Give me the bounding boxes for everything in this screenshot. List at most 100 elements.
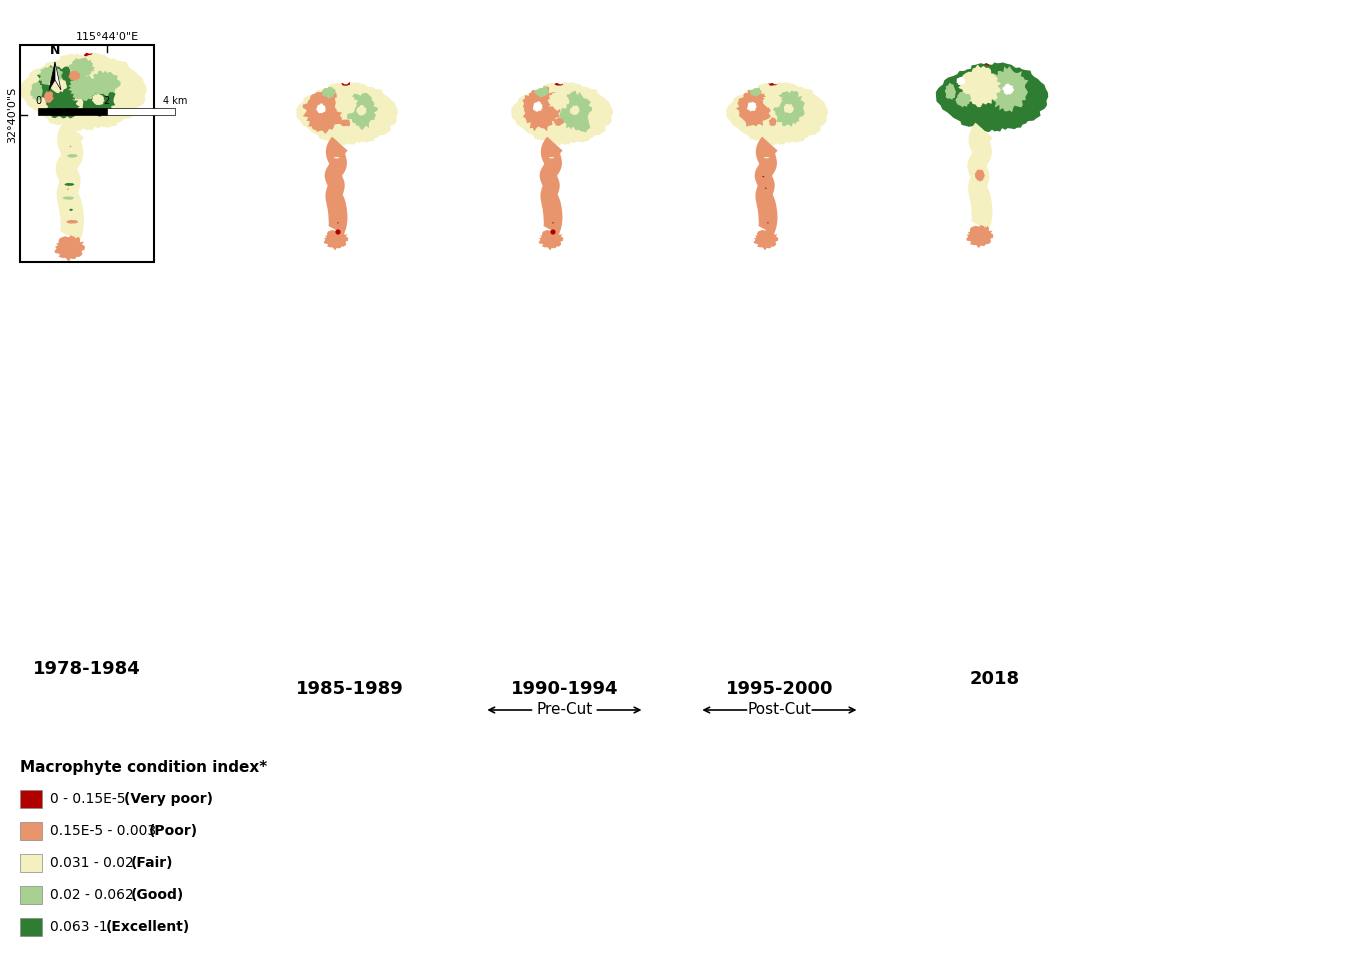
Polygon shape [975,80,985,91]
Bar [21,918,42,936]
Polygon shape [523,86,561,132]
Polygon shape [70,146,71,147]
Polygon shape [68,57,94,78]
Text: (Good): (Good) [130,888,183,902]
Polygon shape [750,86,762,97]
Polygon shape [763,157,770,159]
Text: (Poor): (Poor) [149,824,198,837]
Text: 0.15E-5 - 0.003: 0.15E-5 - 0.003 [51,824,160,837]
Polygon shape [341,80,350,86]
Polygon shape [956,77,966,85]
Polygon shape [955,92,971,107]
Text: Pre-Cut: Pre-Cut [536,703,592,717]
Polygon shape [974,169,985,181]
Polygon shape [769,80,778,85]
Polygon shape [71,217,73,218]
Polygon shape [67,189,68,190]
Bar [21,45,153,261]
Bar [21,886,42,903]
Polygon shape [47,94,79,118]
Polygon shape [945,83,956,100]
Polygon shape [936,63,1048,132]
Text: 0: 0 [36,96,41,106]
Text: Macrophyte condition index*: Macrophyte condition index* [21,760,267,775]
Circle shape [551,230,555,234]
Polygon shape [539,229,564,251]
Polygon shape [64,169,68,171]
Polygon shape [64,183,74,186]
Text: 0.031 - 0.02: 0.031 - 0.02 [51,856,138,870]
Polygon shape [324,136,347,234]
Bar [21,854,42,871]
Polygon shape [297,82,398,145]
Text: 115°44'0"E: 115°44'0"E [75,32,138,42]
Bar [21,822,42,839]
Text: 1995-2000: 1995-2000 [725,680,833,698]
Polygon shape [92,94,105,106]
Polygon shape [754,229,778,251]
Text: 4 km: 4 km [163,96,187,106]
Text: 1985-1989: 1985-1989 [295,680,404,698]
Polygon shape [554,117,564,126]
Polygon shape [534,102,543,111]
Polygon shape [357,105,367,115]
Polygon shape [302,86,345,134]
Polygon shape [560,90,592,131]
Polygon shape [55,62,62,90]
Polygon shape [765,188,766,189]
Polygon shape [34,65,82,106]
Polygon shape [70,209,73,211]
Polygon shape [576,118,591,133]
Polygon shape [316,104,326,113]
Polygon shape [81,81,115,117]
Polygon shape [967,123,993,230]
Polygon shape [38,66,63,85]
Polygon shape [324,229,349,251]
Polygon shape [554,79,564,85]
Polygon shape [55,235,85,261]
Polygon shape [975,141,985,144]
Polygon shape [547,92,569,110]
Polygon shape [56,120,85,241]
Text: 0.02 - 0.062: 0.02 - 0.062 [51,888,138,902]
Text: 2018: 2018 [970,670,1019,688]
Polygon shape [49,62,55,90]
Polygon shape [784,104,795,113]
Polygon shape [966,225,993,248]
Polygon shape [539,136,562,234]
Polygon shape [534,86,549,98]
Polygon shape [335,93,357,114]
Text: Post-Cut: Post-Cut [747,703,811,717]
Polygon shape [549,157,554,159]
Polygon shape [321,87,335,99]
Polygon shape [90,71,120,97]
Polygon shape [959,65,1001,107]
Polygon shape [66,220,78,224]
Polygon shape [67,154,78,158]
Polygon shape [569,106,580,115]
Text: N: N [49,44,60,57]
Text: 32°40'0"S: 32°40'0"S [7,87,16,143]
Polygon shape [772,90,804,127]
Polygon shape [30,81,42,102]
Text: (Excellent): (Excellent) [105,920,190,934]
Text: 1978-1984: 1978-1984 [33,660,141,678]
Polygon shape [736,87,770,127]
Circle shape [337,230,339,234]
Polygon shape [62,197,74,199]
Polygon shape [346,93,378,130]
Polygon shape [988,66,1029,112]
Polygon shape [341,119,350,126]
Polygon shape [44,91,53,104]
Polygon shape [49,78,67,93]
Text: (Very poor): (Very poor) [124,792,213,805]
Polygon shape [1003,83,1014,95]
Polygon shape [21,52,146,131]
Text: 0.063 -1: 0.063 -1 [51,920,112,934]
Polygon shape [769,117,777,126]
Bar [21,790,42,807]
Polygon shape [762,176,765,177]
Polygon shape [512,82,613,145]
Bar [107,108,175,115]
Polygon shape [984,59,993,66]
